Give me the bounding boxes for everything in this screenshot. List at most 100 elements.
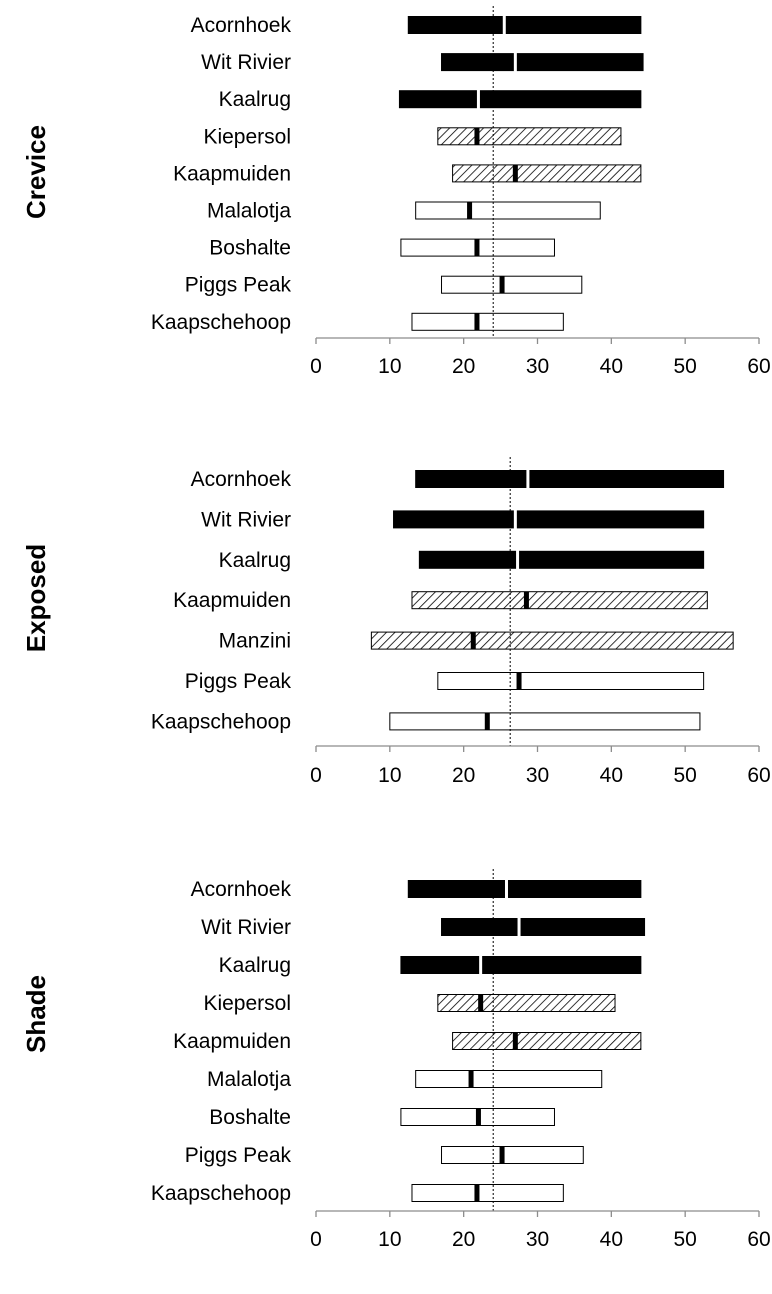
category-label-kiepersol: Kiepersol [203, 125, 291, 148]
panel-title-shade: Shade [21, 975, 51, 1053]
category-label-kaapschehoop: Kaapschehoop [151, 710, 291, 733]
median-marker-boshalte [475, 1108, 481, 1126]
median-marker-kaalrug [516, 550, 520, 570]
median-marker-acornhoek [504, 879, 508, 899]
median-marker-kaalrug [476, 89, 480, 109]
median-marker-malalotja [467, 202, 473, 219]
range-bar-piggs-peak [441, 275, 583, 294]
x-tick-label-60: 60 [747, 355, 770, 378]
range-bar-kaapmuiden [411, 591, 708, 610]
exposed-axis: 0 10 20 30 40 50 60 [310, 745, 771, 787]
range-bar-malalotja [415, 1070, 603, 1088]
category-label-kaapmuiden: Kaapmuiden [173, 162, 291, 185]
median-marker-kaapmuiden [523, 591, 529, 609]
category-label-wit-rivier: Wit Rivier [201, 51, 291, 74]
range-bar-kaapmuiden [452, 164, 642, 183]
x-tick-label-50: 50 [673, 355, 696, 378]
range-bar-kiepersol [437, 994, 616, 1012]
range-bar-piggs-peak [441, 1146, 584, 1164]
median-marker-wit-rivier [513, 52, 517, 72]
range-bar-kaalrug [400, 956, 642, 974]
median-marker-kiepersol [474, 127, 480, 145]
median-marker-wit-rivier [513, 509, 517, 529]
median-marker-boshalte [474, 239, 480, 257]
x-tick-label-10: 10 [378, 355, 401, 378]
range-bar-acornhoek [415, 470, 725, 488]
shade-axis: 0 10 20 30 40 50 60 [310, 1210, 771, 1251]
range-bar-wit-rivier [393, 510, 705, 529]
category-label-kaalrug: Kaalrug [219, 88, 291, 111]
panel-title-crevice: Crevice [21, 125, 51, 219]
x-tick-label-60: 60 [747, 764, 770, 787]
category-label-manzini: Manzini [219, 630, 291, 653]
median-marker-kaapschehoop [474, 1184, 480, 1202]
category-label-acornhoek: Acornhoek [191, 14, 292, 37]
median-marker-kaapschehoop [484, 712, 490, 730]
x-tick-label-60: 60 [747, 1228, 770, 1251]
category-label-wit-rivier: Wit Rivier [201, 916, 291, 939]
x-tick-label-50: 50 [673, 1228, 696, 1251]
panel-shade: Shade Acornhoek Wit Rivier Kaalrug Kieperso… [21, 869, 771, 1251]
x-tick-label-0: 0 [310, 1228, 322, 1251]
category-label-kiepersol: Kiepersol [203, 992, 291, 1015]
range-bar-manzini [370, 631, 734, 650]
median-marker-piggs-peak [499, 1146, 505, 1164]
range-bar-wit-rivier [441, 918, 646, 936]
median-marker-kaapmuiden [512, 1032, 518, 1050]
median-marker-manzini [470, 632, 476, 650]
crevice-bars: Acornhoek Wit Rivier Kaalrug Kiepersol Kaapm… [151, 6, 644, 338]
category-label-kaapmuiden: Kaapmuiden [173, 589, 291, 612]
category-label-kaalrug: Kaalrug [219, 549, 291, 572]
panel-exposed: Exposed Acornhoek Wit Rivier Kaalrug Kaapmu… [21, 457, 771, 787]
range-bar-piggs-peak [437, 672, 705, 690]
x-tick-label-10: 10 [378, 764, 401, 787]
x-tick-label-20: 20 [452, 764, 475, 787]
x-tick-label-30: 30 [526, 1228, 549, 1251]
median-marker-acornhoek [502, 15, 506, 35]
median-marker-kaapmuiden [512, 164, 518, 182]
category-label-acornhoek: Acornhoek [191, 878, 292, 901]
median-marker-malalotja [468, 1070, 474, 1088]
median-marker-kiepersol [478, 994, 484, 1012]
shade-bars: Acornhoek Wit Rivier Kaalrug Kiepersol Kaapm… [151, 869, 646, 1211]
x-tick-label-20: 20 [452, 355, 475, 378]
category-label-malalotja: Malalotja [207, 1068, 291, 1091]
range-bar-kiepersol [437, 127, 622, 146]
exposed-bars: Acornhoek Wit Rivier Kaalrug Kaapmuiden Manz… [151, 457, 734, 746]
range-bar-kaalrug [418, 550, 705, 569]
category-label-kaapschehoop: Kaapschehoop [151, 311, 291, 334]
category-label-acornhoek: Acornhoek [191, 468, 292, 491]
category-label-boshalte: Boshalte [209, 237, 291, 260]
category-label-kaapmuiden: Kaapmuiden [173, 1030, 291, 1053]
range-bar-kaapmuiden [452, 1032, 642, 1050]
panel-title-exposed: Exposed [21, 544, 51, 652]
x-tick-label-0: 0 [310, 355, 322, 378]
x-tick-label-50: 50 [673, 764, 696, 787]
category-label-kaapschehoop: Kaapschehoop [151, 1182, 291, 1205]
x-tick-label-40: 40 [600, 764, 623, 787]
x-tick-label-20: 20 [452, 1228, 475, 1251]
x-tick-label-10: 10 [378, 1228, 401, 1251]
panel-crevice: Crevice Acornhoek Wit Rivier Kaalrug Kieper… [21, 6, 771, 378]
category-label-malalotja: Malalotja [207, 200, 291, 223]
crevice-axis: 0 10 20 30 40 50 60 [310, 337, 771, 378]
median-marker-kaalrug [479, 955, 483, 975]
x-tick-label-40: 40 [600, 355, 623, 378]
range-bar-malalotja [415, 201, 601, 220]
x-tick-label-30: 30 [526, 764, 549, 787]
median-marker-piggs-peak [516, 672, 522, 690]
range-bar-kaapschehoop [411, 1184, 564, 1202]
category-label-kaalrug: Kaalrug [219, 954, 291, 977]
range-bar-kaalrug [398, 90, 642, 109]
x-tick-label-40: 40 [600, 1228, 623, 1251]
median-marker-wit-rivier [517, 917, 521, 937]
range-bar-wit-rivier [441, 53, 644, 72]
median-marker-acornhoek [526, 469, 530, 489]
category-label-piggs-peak: Piggs Peak [185, 274, 292, 297]
median-marker-kaapschehoop [474, 313, 480, 331]
range-bar-kaapschehoop [411, 312, 564, 331]
range-bar-kaapschehoop [389, 712, 701, 731]
x-tick-label-30: 30 [526, 355, 549, 378]
x-tick-label-0: 0 [310, 764, 322, 787]
